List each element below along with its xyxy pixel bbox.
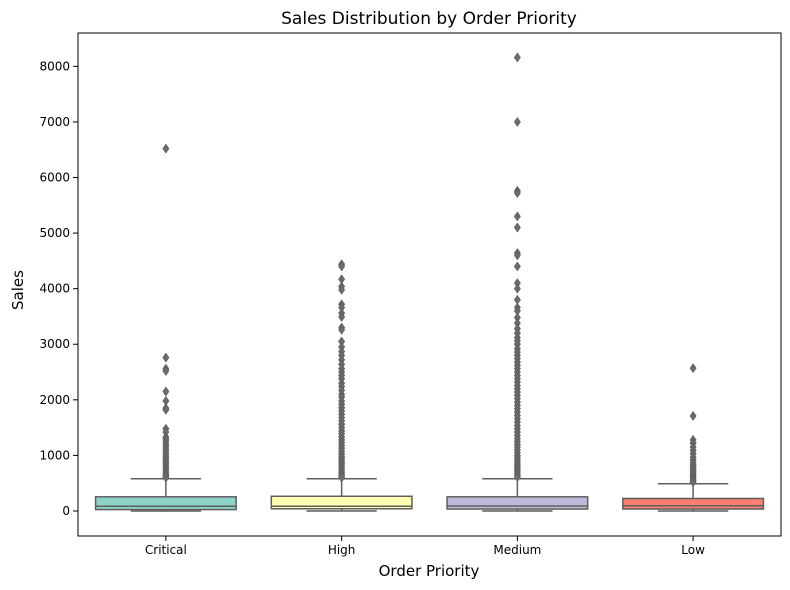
outlier-point-medium: [513, 261, 521, 272]
axes: 0 1000 2000 3000 4000 5000 6000 7000 8000 Critica…: [39, 32, 782, 557]
outlier-point-medium: [513, 250, 521, 261]
outlier-point-high: [338, 472, 346, 483]
box-group-medium: [446, 52, 589, 512]
y-tick-label: 7000: [39, 115, 70, 129]
chart-title: Sales Distribution by Order Priority: [281, 9, 577, 29]
outlier-point-medium: [513, 52, 521, 63]
x-axis-label: Order Priority: [379, 562, 480, 580]
outlier-point-low: [689, 363, 697, 374]
x-tick-label-critical: Critical: [145, 543, 187, 557]
outlier-point-low: [689, 477, 697, 488]
outlier-point-critical: [162, 143, 170, 154]
y-tick-label: 6000: [39, 171, 70, 185]
outlier-point-high: [338, 324, 346, 335]
outlier-point-critical: [162, 472, 170, 483]
outlier-point-high: [338, 261, 346, 272]
plot-frame: [77, 32, 782, 537]
outlier-point-medium: [513, 188, 521, 199]
outlier-point-medium: [513, 283, 521, 294]
x-tick-label-high: High: [328, 543, 356, 557]
y-tick-label: 1000: [39, 448, 70, 462]
box-group-high: [270, 259, 413, 512]
outlier-point-high: [338, 284, 346, 295]
x-tick-label-medium: Medium: [493, 543, 541, 557]
box-critical: [94, 496, 237, 511]
outlier-point-medium: [513, 211, 521, 222]
outlier-point-medium: [513, 116, 521, 127]
y-tick-label: 5000: [39, 226, 70, 240]
outlier-point-critical: [162, 365, 170, 376]
y-axis-label: Sales: [9, 270, 27, 310]
outlier-point-critical: [162, 386, 170, 397]
outlier-point-critical: [162, 404, 170, 415]
outlier-point-medium: [513, 222, 521, 233]
outlier-point-critical: [162, 352, 170, 363]
y-tick-label: 3000: [39, 337, 70, 351]
y-tick-label: 4000: [39, 282, 70, 296]
box-low: [622, 497, 765, 510]
box-group-low: [622, 363, 765, 512]
y-tick-label: 2000: [39, 393, 70, 407]
plot-area: [94, 52, 765, 512]
x-tick-label-low: Low: [681, 543, 705, 557]
box-group-critical: [94, 143, 237, 512]
box-medium: [446, 496, 589, 510]
y-tick-label: 8000: [39, 59, 70, 73]
y-tick-label: 0: [62, 504, 70, 518]
outlier-point-low: [689, 410, 697, 421]
outlier-point-high: [338, 311, 346, 323]
outlier-point-medium: [513, 472, 521, 483]
